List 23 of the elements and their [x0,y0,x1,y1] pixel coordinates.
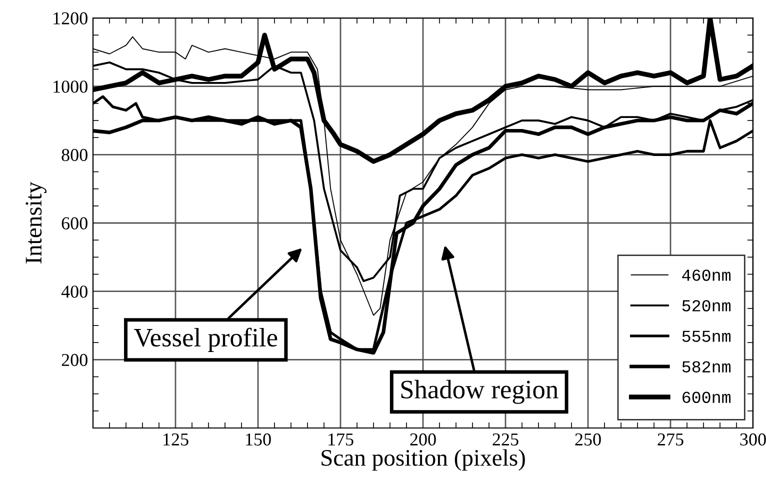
x-tick-label: 300 [740,433,766,446]
annotation: Shadow region [401,380,558,404]
y-tick-label: 400 [61,286,88,298]
x-tick-label: 125 [164,433,188,446]
legend-label: 555nm [682,330,730,342]
legend-label: 520nm [682,300,730,312]
legend-label: 460nm [682,270,730,281]
x-tick-label: 150 [246,433,271,446]
x-tick-label: 225 [492,433,518,446]
y-tick-label: 200 [62,354,88,366]
x-axis-title: Scan position (pixels) [322,449,525,471]
y-tick-label: 1000 [54,80,88,93]
y-tick-label: 600 [62,217,88,230]
legend-label: 600nm [682,392,730,404]
y-axis-title: Intensity [26,182,46,264]
x-tick-label: 200 [410,433,436,446]
x-tick-label: 175 [328,433,354,446]
y-tick-label: 1200 [54,12,88,24]
y-tick-label: 800 [62,148,88,162]
x-tick-label: 275 [658,433,684,446]
x-tick-label: 250 [575,433,601,446]
annotation: Vessel profile [134,328,278,352]
legend-label: 582nm [682,361,730,373]
